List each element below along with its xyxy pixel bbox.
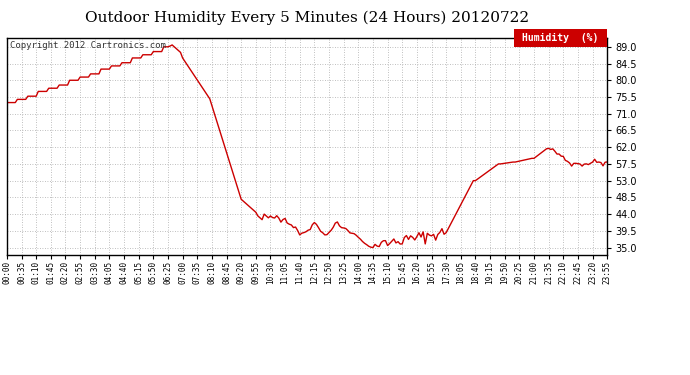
Title: Outdoor Humidity Every 5 Minutes (24 Hours) 20120722: Outdoor Humidity Every 5 Minutes (24 Hou…	[85, 10, 529, 25]
Text: Copyright 2012 Cartronics.com: Copyright 2012 Cartronics.com	[10, 41, 166, 50]
